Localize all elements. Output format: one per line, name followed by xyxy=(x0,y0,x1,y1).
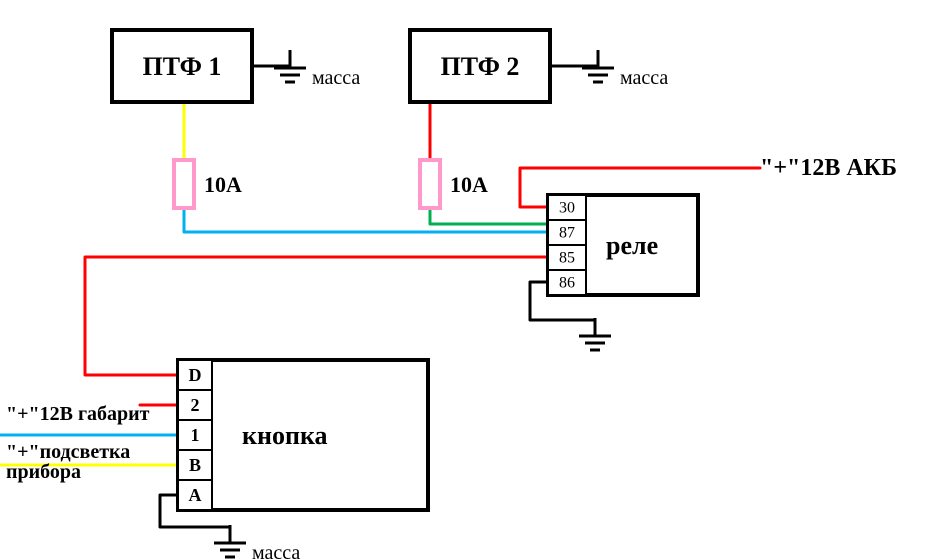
annotation-podsv2: прибора xyxy=(6,461,81,483)
button-pin-label: A xyxy=(189,485,202,505)
fuse xyxy=(420,160,440,208)
fuse xyxy=(174,160,194,208)
ptf1-label: ПТФ 1 xyxy=(143,52,222,81)
button-pin-label: D xyxy=(189,365,202,385)
relay-pin-label: 86 xyxy=(559,275,575,292)
relay-label: реле xyxy=(606,231,658,260)
fuse-label: 10А xyxy=(450,172,488,197)
fuse-label: 10А xyxy=(204,172,242,197)
button-pin-label: B xyxy=(189,455,201,475)
relay-pin-label: 85 xyxy=(559,250,575,267)
annotation-gabarit: "+"12В габарит xyxy=(6,403,150,425)
annotation-akb: "+"12В АКБ xyxy=(760,155,897,181)
annotation-podsv1: "+"подсветка xyxy=(6,441,130,463)
ground-label: масса xyxy=(252,542,300,559)
ptf2-label: ПТФ 2 xyxy=(441,52,520,81)
button-label: кнопка xyxy=(242,421,328,450)
relay-pin-label: 87 xyxy=(559,225,575,242)
relay-pin-label: 30 xyxy=(559,200,575,217)
button-pin-label: 2 xyxy=(191,395,200,415)
ground-label: масса xyxy=(620,67,668,89)
ground-label: масса xyxy=(312,67,360,89)
button-pin-label: 1 xyxy=(191,425,200,445)
